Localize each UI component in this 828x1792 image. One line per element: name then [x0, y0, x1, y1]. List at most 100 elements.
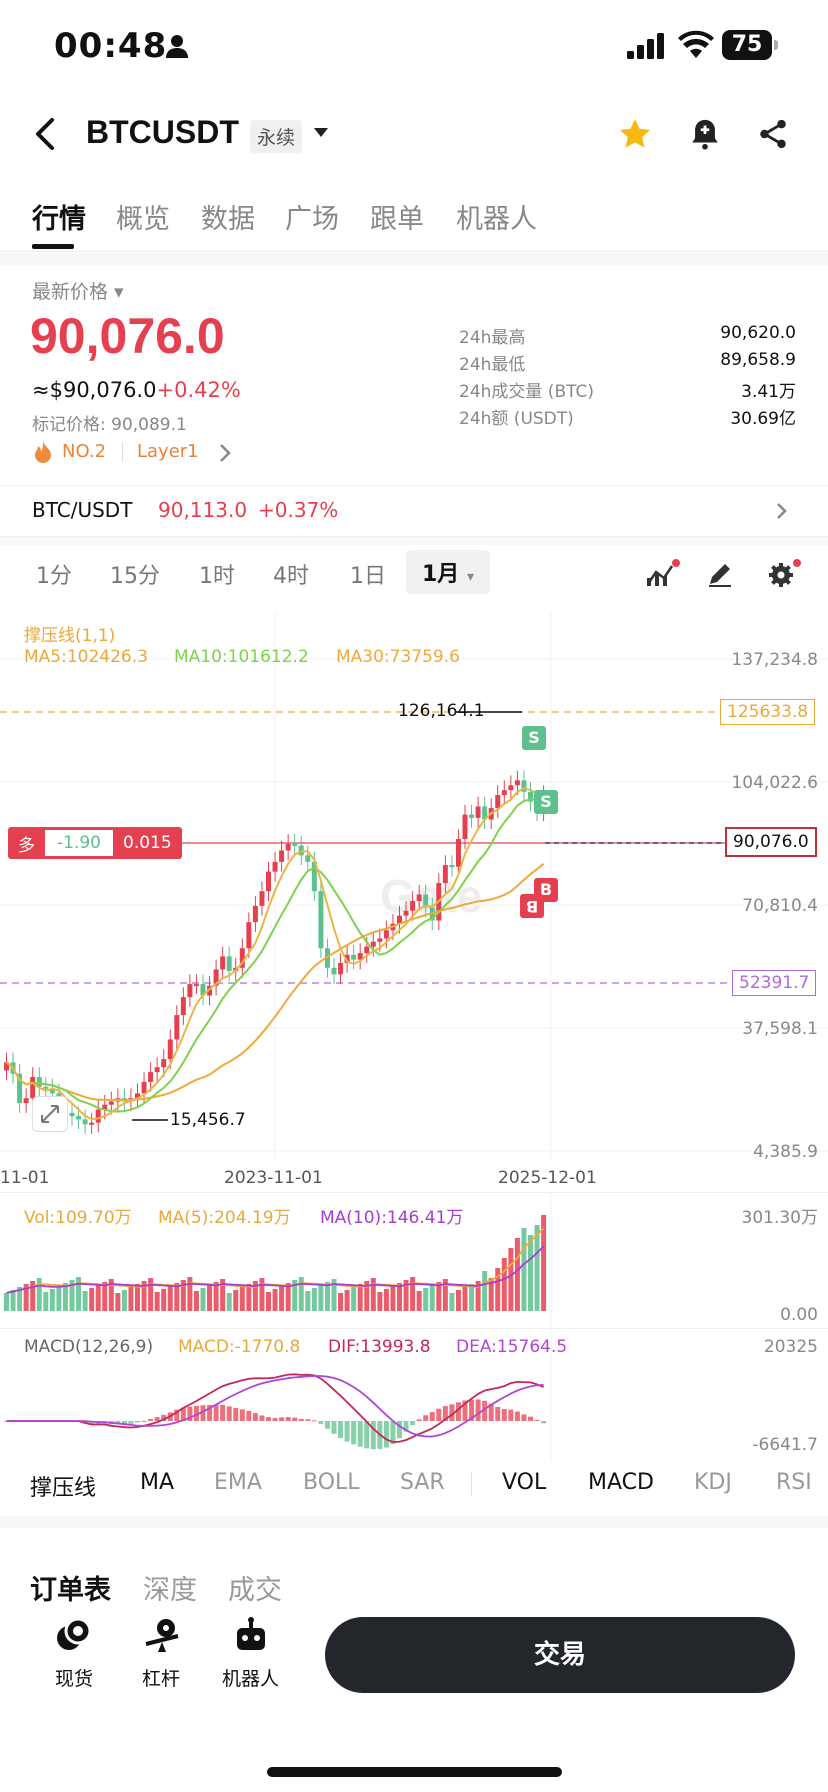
candle-body	[135, 1093, 140, 1099]
tab-data[interactable]: 数据	[201, 204, 255, 235]
tab-depth[interactable]: 深度	[143, 1575, 197, 1606]
volume-bar	[207, 1285, 213, 1311]
volume-bar	[305, 1291, 311, 1311]
tab-bot[interactable]: 机器人	[456, 204, 537, 235]
rank-badge[interactable]: NO.2	[62, 441, 107, 462]
trade-button[interactable]: 交易	[325, 1617, 795, 1693]
symbol-dropdown-icon[interactable]	[314, 128, 328, 137]
candlestick-chart[interactable]: Gate 撑压线(1,1) MA5:102426.3 MA10:101612.2…	[0, 612, 828, 1162]
draw-tool-icon[interactable]	[706, 560, 734, 588]
volume-panel[interactable]: Vol:109.70万 MA(5):204.19万 MA(10):146.41万…	[0, 1192, 828, 1329]
timeframe-1m[interactable]: 1分	[36, 564, 72, 589]
macd-bar	[390, 1421, 396, 1445]
volume-bar	[501, 1258, 507, 1311]
tab-copy-trade[interactable]: 跟单	[370, 204, 424, 235]
indicator-sar[interactable]: SAR	[400, 1470, 445, 1495]
bot-label[interactable]: 机器人	[222, 1668, 280, 1690]
indicator-macd[interactable]: MACD	[588, 1470, 654, 1495]
macd-value: MACD:-1770.8	[178, 1337, 301, 1357]
macd-bar	[128, 1421, 134, 1424]
indicator-rsi[interactable]: RSI	[776, 1470, 812, 1495]
macd-bar	[272, 1417, 278, 1421]
sell-marker[interactable]: S	[534, 790, 558, 814]
candle-body	[324, 948, 330, 968]
indicator-boll[interactable]: BOLL	[303, 1470, 360, 1495]
signal-icon	[627, 33, 664, 59]
volume-bar	[528, 1235, 533, 1311]
macd-bar	[174, 1409, 180, 1421]
category-tag[interactable]: Layer1	[137, 441, 199, 462]
macd-bar	[514, 1411, 520, 1421]
macd-bar	[351, 1421, 357, 1445]
timeframe-4h[interactable]: 4时	[273, 564, 309, 589]
divider	[471, 1472, 472, 1496]
indicator-vol[interactable]: VOL	[502, 1470, 547, 1495]
candle-body	[285, 843, 291, 851]
ma30-line	[5, 863, 545, 1102]
symbol-title[interactable]: BTCUSDT	[86, 114, 239, 150]
macd-max-tick: 20325	[763, 1337, 818, 1357]
macd-bar	[344, 1421, 350, 1442]
volume-bar	[161, 1289, 167, 1311]
tab-trades[interactable]: 成交	[228, 1575, 282, 1606]
macd-bar	[410, 1421, 416, 1426]
candle-body	[167, 1039, 173, 1060]
candle-body	[370, 941, 376, 947]
timeframe-1h[interactable]: 1时	[199, 564, 235, 589]
support-price-tag[interactable]: 52391.7	[732, 970, 817, 996]
section-divider	[0, 537, 828, 545]
candle-body	[246, 922, 252, 949]
indicator-ema[interactable]: EMA	[214, 1470, 262, 1495]
kline-svg[interactable]: Gate	[0, 612, 828, 1160]
candle-body	[383, 930, 389, 939]
indicator-ma[interactable]: MA	[140, 1470, 175, 1495]
indicator-support-resistance[interactable]: 撑压线	[30, 1476, 97, 1501]
back-icon[interactable]	[30, 116, 60, 152]
macd-panel[interactable]: MACD(12,26,9) MACD:-1770.8 DIF:13993.8 D…	[0, 1328, 828, 1461]
macd-bar	[488, 1403, 494, 1421]
indicator-settings-icon[interactable]	[644, 558, 680, 590]
spot-pair-row[interactable]: BTC/USDT 90,113.0 +0.37%	[0, 485, 828, 537]
timeframe-1mo[interactable]: 1月 ▾	[406, 550, 491, 594]
chart-settings-gear-icon[interactable]	[766, 558, 802, 590]
buy-marker[interactable]: B	[520, 894, 544, 918]
favorite-star-icon[interactable]	[616, 116, 654, 152]
macd-bar	[449, 1404, 455, 1421]
tab-overview[interactable]: 概览	[116, 204, 170, 235]
robot-icon[interactable]	[231, 1616, 271, 1656]
tab-square[interactable]: 广场	[285, 204, 339, 235]
candle-body	[338, 962, 344, 975]
ma5-line	[5, 787, 544, 1121]
macd-bar	[154, 1417, 160, 1421]
tab-order-book[interactable]: 订单表	[30, 1575, 111, 1606]
leverage-icon[interactable]	[142, 1616, 182, 1656]
chevron-right-icon[interactable]	[218, 443, 232, 463]
volume-ma5-label: MA(5):204.19万	[158, 1208, 291, 1228]
volume-bar	[508, 1248, 514, 1311]
indicator-kdj[interactable]: KDJ	[694, 1470, 732, 1495]
position-tag[interactable]: 多 -1.90 0.015	[8, 827, 182, 859]
leverage-label[interactable]: 杠杆	[142, 1668, 181, 1690]
ma10-line	[5, 796, 544, 1113]
candle-body	[193, 984, 199, 987]
macd-bar	[200, 1405, 206, 1421]
share-icon[interactable]	[756, 116, 790, 152]
volume-bar	[331, 1279, 337, 1311]
timeframe-15m[interactable]: 15分	[110, 564, 160, 589]
indicator-label: 撑压线(1,1)	[24, 626, 116, 646]
spot-coins-icon[interactable]	[54, 1616, 94, 1656]
last-price-label[interactable]: 最新价格 ▾	[32, 281, 124, 303]
resistance-price-tag[interactable]: 125633.8	[720, 699, 816, 725]
candle-body	[69, 1112, 75, 1117]
macd-bar	[534, 1419, 540, 1421]
volume-bar	[495, 1268, 501, 1311]
spot-label[interactable]: 现货	[55, 1668, 94, 1690]
timeframe-1d[interactable]: 1日	[350, 564, 386, 589]
ma30-label: MA30:73759.6	[336, 647, 460, 667]
sell-marker[interactable]: S	[522, 726, 546, 750]
active-tab-indicator	[32, 244, 74, 249]
fullscreen-button[interactable]	[32, 1096, 68, 1132]
tab-market[interactable]: 行情	[32, 204, 86, 235]
volume-bar	[49, 1289, 55, 1311]
price-alert-icon[interactable]	[688, 116, 722, 152]
